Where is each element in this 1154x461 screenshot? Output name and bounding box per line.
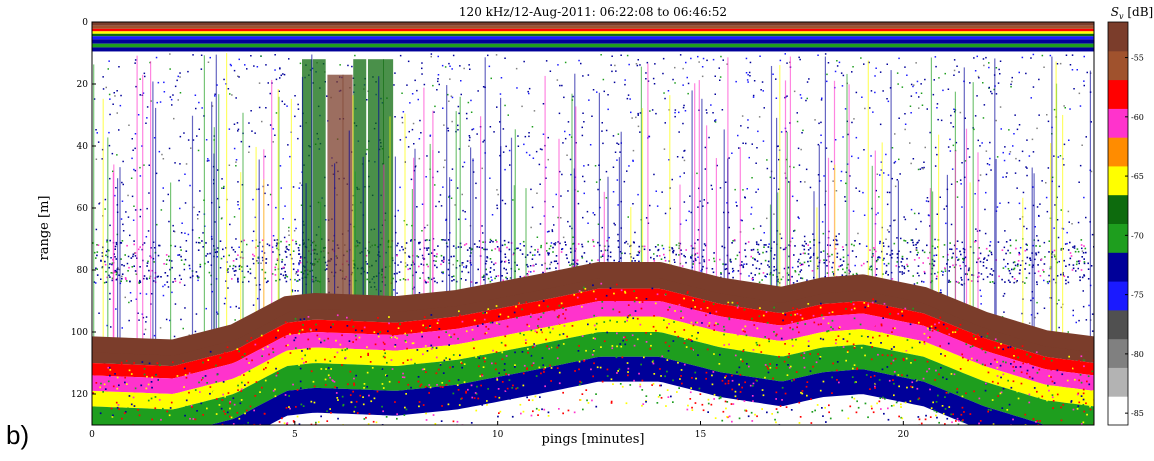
colorbar-tick-label: -65 — [1131, 172, 1144, 181]
y-axis: 0 20 40 60 80 100 120 — [71, 18, 96, 400]
colorbar-swatch — [1108, 338, 1128, 368]
chart-title: 120 kHz/12-Aug-2011: 06:22:08 to 06:46:5… — [459, 5, 727, 19]
x-axis-label: pings [minutes] — [542, 432, 645, 447]
colorbar-swatch — [1108, 108, 1128, 138]
plot-area — [92, 22, 1094, 425]
colorbar-swatch — [1108, 50, 1128, 81]
colorbar-tick-label: -60 — [1131, 113, 1144, 122]
y-tick-label: 0 — [82, 18, 88, 28]
colorbar-label: Sv [dB] — [1111, 5, 1153, 21]
y-tick-label: 120 — [71, 390, 88, 400]
colorbar-swatch — [1108, 367, 1128, 397]
colorbar-frame — [1107, 21, 1129, 426]
plot-frame — [91, 21, 1095, 426]
colorbar-swatch — [1108, 165, 1128, 196]
y-tick-label: 40 — [77, 142, 89, 152]
colorbar-swatch — [1108, 309, 1128, 340]
seabed-line — [92, 262, 1094, 356]
colorbar-swatch — [1108, 396, 1128, 426]
y-tick-label: 20 — [77, 80, 89, 90]
colorbar-tick-label: -70 — [1131, 231, 1144, 240]
y-tick-label: 100 — [71, 328, 88, 338]
y-axis-label: range [m] — [37, 196, 52, 261]
streak — [383, 59, 394, 304]
colorbar-swatch — [1108, 22, 1128, 52]
x-tick-label: 20 — [898, 430, 910, 440]
streak — [302, 59, 313, 302]
sub-bottom-bands — [92, 270, 1094, 425]
x-tick-label: 5 — [292, 430, 298, 440]
x-tick-label: 0 — [89, 430, 95, 440]
x-tick-label: 15 — [695, 430, 707, 440]
surface-band — [92, 22, 1094, 52]
x-axis: 0 5 10 15 20 — [89, 421, 909, 440]
streak — [312, 59, 326, 302]
colorbar-swatch — [1108, 194, 1128, 224]
streak — [327, 74, 344, 302]
colorbar-tick-label: -55 — [1131, 54, 1144, 63]
colorbar-tick-label: -85 — [1131, 409, 1144, 418]
colorbar-tick-label: -75 — [1131, 291, 1144, 300]
colorbar-swatch — [1108, 223, 1128, 253]
streak — [367, 59, 384, 304]
vertical-streaks — [93, 53, 1091, 348]
colorbar-swatch — [1108, 79, 1128, 109]
x-tick-label: 10 — [492, 430, 504, 440]
colorbar-swatch — [1108, 137, 1128, 167]
y-tick-label: 80 — [77, 266, 89, 276]
colorbar: -55 -60 -65 -70 -75 -80 -85 — [1107, 21, 1144, 426]
panel-label: b) — [6, 420, 30, 450]
streak — [342, 74, 353, 303]
y-tick-label: 60 — [77, 204, 89, 214]
colorbar-swatch — [1108, 252, 1128, 282]
colorbar-tick-label: -80 — [1131, 350, 1144, 359]
colorbar-swatch — [1108, 281, 1128, 311]
